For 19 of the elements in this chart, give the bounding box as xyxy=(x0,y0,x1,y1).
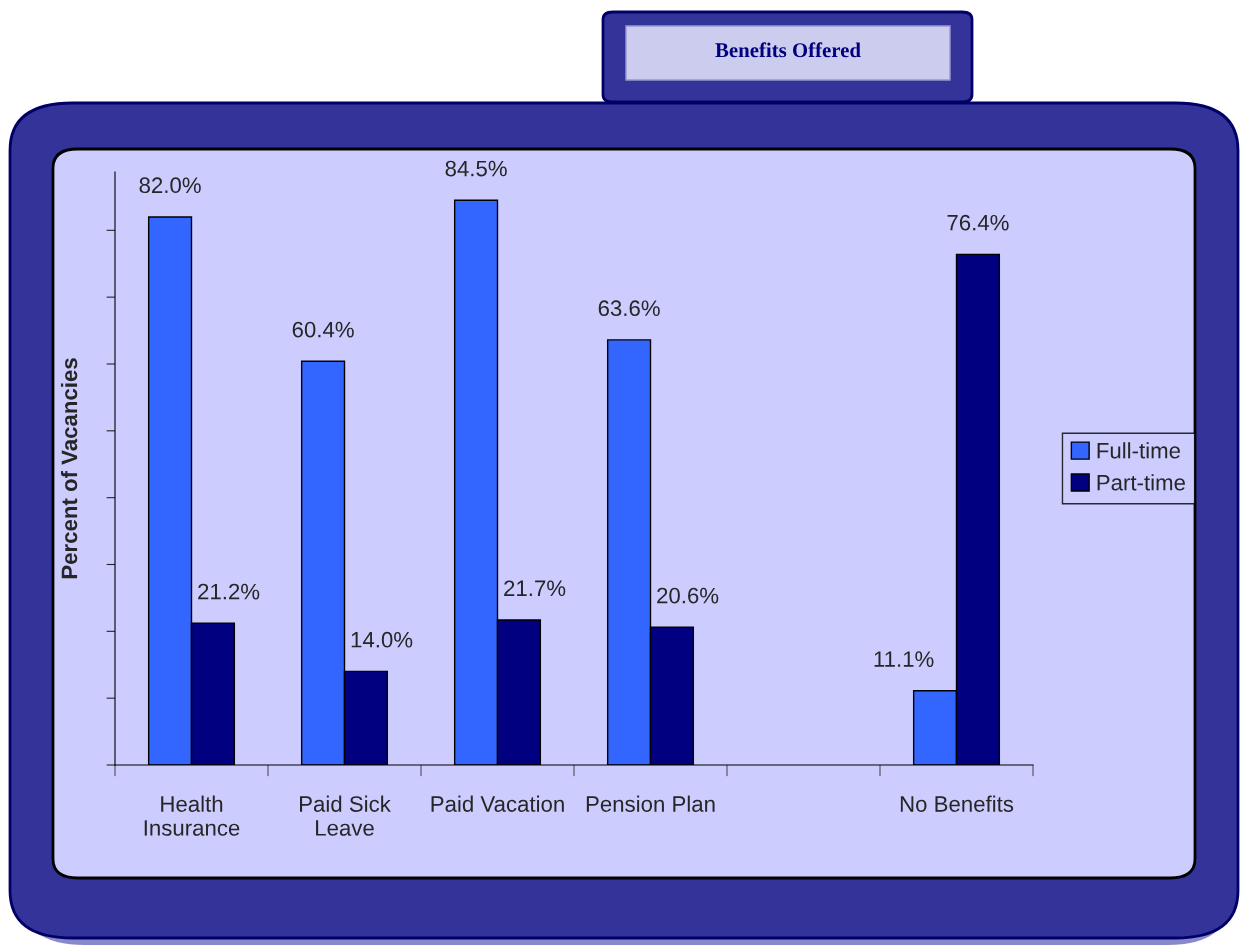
data-label: 21.2% xyxy=(198,583,260,600)
data-label: 11.1% xyxy=(874,651,934,667)
x-tick-label: Paid Vacation xyxy=(431,795,564,812)
data-label: 60.4% xyxy=(292,321,354,338)
x-tick-label: Health Insurance xyxy=(144,795,240,836)
data-label: 20.6% xyxy=(657,587,719,604)
data-label: 21.7% xyxy=(504,580,566,597)
data-label: 14.0% xyxy=(351,631,413,648)
chart-title: Benefits Offered xyxy=(715,42,861,58)
data-label: 63.6% xyxy=(598,300,660,317)
legend-label: Full-time xyxy=(1097,442,1181,459)
x-tick-label: Paid Sick Leave xyxy=(300,795,391,836)
data-label: 82.0% xyxy=(139,177,201,194)
x-tick-label: Pension Plan xyxy=(586,795,715,812)
x-tick-label: No Benefits xyxy=(900,795,1014,812)
legend-label: Part-time xyxy=(1097,474,1185,491)
data-label: 76.4% xyxy=(947,214,1009,231)
y-axis-title: Percent of Vacancies xyxy=(60,358,78,579)
data-label: 84.5% xyxy=(445,160,507,177)
